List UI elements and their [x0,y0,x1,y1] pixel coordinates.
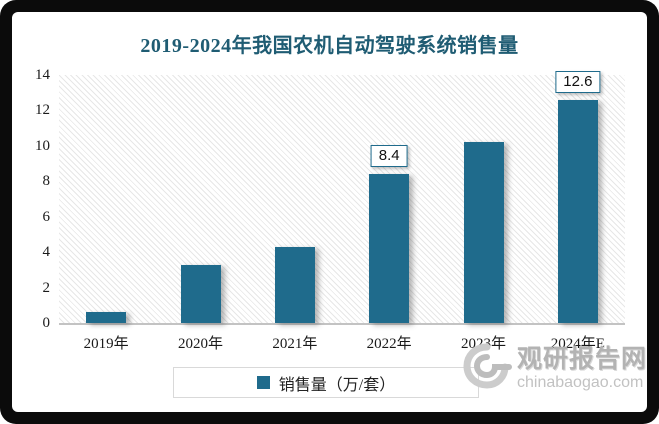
plot-area: 8.4 12.6 [59,70,625,325]
bar-2019年 [86,312,127,323]
x-tick-label-2024年E: 2024年E [550,336,605,352]
bar-value-label-2022年: 8.4 [370,145,408,168]
legend-box: 销售量（万/套） [173,367,479,398]
y-tick-label-14: 14 [35,67,50,83]
y-tick-label-10: 10 [35,137,50,154]
chart-title: 2019-2024年我国农机自动驾驶系统销售量 [140,35,519,57]
y-tick-label-8: 8 [42,173,51,190]
chart-canvas: 2019-2024年我国农机自动驾驶系统销售量 0 2 4 6 8 10 12 14 8.4 1… [12,12,647,412]
y-tick-label-12: 12 [35,102,50,119]
legend-label: 销售量（万/套） [278,376,396,394]
bar-2022年 [369,174,410,323]
y-axis: 0 2 4 6 8 10 12 14 [12,67,51,331]
y-tick-label-0: 0 [42,315,51,331]
bar-2023年 [463,142,504,323]
x-tick-label-2022年: 2022年 [366,336,412,352]
x-tick-label-2020年: 2020年 [177,336,223,352]
x-tick-label-2023年: 2023年 [460,336,506,352]
x-tick-label-2019年: 2019年 [83,336,129,352]
bar-2020年 [180,264,221,323]
bar-value-label-2024年E: 12.6 [555,70,601,93]
y-tick-label-6: 6 [42,208,51,225]
legend-swatch [256,376,270,389]
x-axis: 2019年 2020年 2021年 2022年 2023年 2024年E [59,332,625,353]
x-tick-label-2021年: 2021年 [272,336,318,352]
bar-2021年 [274,246,315,323]
y-tick-label-4: 4 [42,244,51,261]
watermark-domain: chinabaogao.com [517,373,644,391]
bar-2024年E [557,99,598,323]
y-tick-label-2: 2 [42,279,51,296]
